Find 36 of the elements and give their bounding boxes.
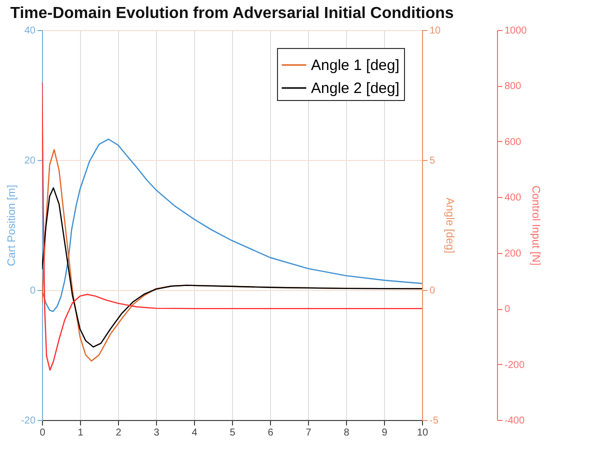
y3-tick-label: 600	[504, 136, 522, 148]
y2-tick-label: -5	[430, 416, 439, 426]
chart-title: Time-Domain Evolution from Adversarial Initial Conditions	[10, 5, 454, 22]
y-axis-title: Cart Position [m]	[6, 184, 18, 266]
line-series	[42, 138, 422, 312]
x-tick-label: 1	[78, 428, 84, 438]
y2-tick-label: 5	[430, 156, 436, 166]
y-tick-label: -20	[21, 416, 36, 426]
legend-label: Angle 1 [deg]	[311, 57, 400, 74]
x-tick-label: 3	[154, 428, 160, 438]
line-series	[42, 187, 422, 348]
x-tick-label: 0	[40, 428, 46, 438]
x-tick-label: 10	[416, 428, 428, 438]
y2-tick-label: 10	[430, 26, 442, 36]
x-tick-label: 5	[230, 428, 236, 438]
x-tick-label: 6	[268, 428, 274, 438]
y-tick-label: 20	[24, 156, 36, 166]
y3-tick-label: 200	[504, 248, 522, 260]
legend-label: Angle 2 [deg]	[311, 80, 400, 97]
y3-tick-label: -200	[504, 360, 525, 371]
y-tick-label: 40	[24, 26, 36, 36]
x-tick-label: 9	[382, 428, 388, 438]
y3-tick-label: 1000	[504, 26, 528, 36]
y2-axis-title: Angle [deg]	[444, 198, 456, 254]
y3-tick-label: -400	[504, 416, 525, 426]
line-series	[42, 81, 422, 371]
y-tick-label: 0	[30, 286, 36, 296]
y3-tick-label: 800	[504, 81, 522, 92]
x-tick-label: 2	[116, 428, 122, 438]
y3-tick-label: 0	[504, 304, 510, 316]
x-tick-label: 7	[306, 428, 312, 438]
x-tick-label: 8	[344, 428, 350, 438]
x-tick-label: 4	[192, 428, 198, 438]
y3-tick-label: 400	[504, 192, 522, 204]
y3-axis-title: Control Input [N]	[530, 185, 542, 266]
y2-tick-label: 0	[430, 286, 436, 296]
